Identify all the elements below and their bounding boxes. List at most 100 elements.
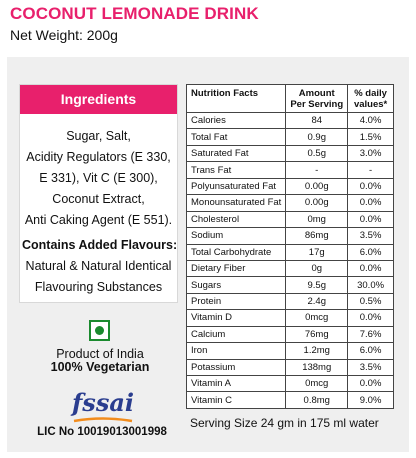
nutrient-name: Calories <box>185 111 287 130</box>
header-amount-line1: Amount <box>298 87 335 99</box>
nutrition-row: Total Fat 0.9g 1.5% <box>185 128 394 146</box>
nutrient-amount: 138mg <box>285 358 349 377</box>
serving-size: Serving Size 24 gm in 175 ml water <box>190 416 379 430</box>
nutrient-daily-value: 0.0% <box>347 309 394 327</box>
nutrient-amount: 17g <box>285 243 349 261</box>
nutrient-name: Vitamin A <box>185 374 287 393</box>
ingredients-box: Ingredients Sugar, Salt, Acidity Regulat… <box>19 84 178 303</box>
nutrient-daily-value: 9.0% <box>347 391 394 409</box>
nutrient-name: Potassium <box>185 358 287 377</box>
veg-symbol-icon <box>89 320 110 341</box>
nutrient-amount: 0mcg <box>285 374 349 393</box>
nutrition-header-row: Nutrition Facts Amount Per Serving % dai… <box>185 84 394 113</box>
nutrient-daily-value: 6.0% <box>347 243 394 261</box>
nutrient-amount: 76mg <box>285 325 349 344</box>
nutrient-name: Vitamin C <box>185 391 287 409</box>
nutrient-name: Total Carbohydrate <box>185 243 287 261</box>
nutrient-daily-value: 30.0% <box>347 276 394 294</box>
fssai-swoosh <box>73 417 133 423</box>
nutrient-daily-value: 0.0% <box>347 259 394 278</box>
nutrient-daily-value: 0.0% <box>347 210 394 229</box>
nutrition-row: Calcium 76mg 7.6% <box>185 325 394 344</box>
nutrient-amount: 0.8mg <box>285 391 349 409</box>
nutrient-name: Dietary Fiber <box>185 259 287 278</box>
ingredient-line: Acidity Regulators (E 330, <box>26 150 171 164</box>
nutrition-table-body: Calories 84 4.0% Total Fat 0.9g 1.5% Saturated… <box>185 111 394 409</box>
nutrition-row: Protein 2.4g 0.5% <box>185 292 394 311</box>
product-of-india: Product of India <box>56 347 144 361</box>
nutrient-name: Vitamin D <box>185 309 287 327</box>
nutrition-row: Calories 84 4.0% <box>185 111 394 130</box>
nutrient-amount: 84 <box>285 111 349 130</box>
nutrient-amount: 9.5g <box>285 276 349 294</box>
nutrient-amount: 0.00g <box>285 194 349 212</box>
nutrition-row: Potassium 138mg 3.5% <box>185 358 394 377</box>
nutrient-amount: 0.00g <box>285 177 349 196</box>
nutrient-amount: - <box>285 161 349 179</box>
nutrient-name: Iron <box>185 342 287 360</box>
nutrient-name: Calcium <box>185 325 287 344</box>
ingredients-body: Sugar, Salt, Acidity Regulators (E 330, … <box>20 114 177 298</box>
flavour-line: Flavouring Substances <box>34 280 163 294</box>
fssai-logo: fssai <box>70 388 134 423</box>
ingredient-line: E 331), Vit C (E 300), <box>39 171 158 185</box>
fssai-logo-text: fssai <box>70 388 134 417</box>
nutrition-row: Trans Fat - - <box>185 161 394 179</box>
flavour-line: Natural & Natural Identical <box>25 259 172 273</box>
nutrition-row: Sugars 9.5g 30.0% <box>185 276 394 294</box>
nutrient-amount: 0mg <box>285 210 349 229</box>
nutrient-daily-value: 3.5% <box>347 227 394 245</box>
nutrition-row: Total Carbohydrate 17g 6.0% <box>185 243 394 261</box>
nutrition-row: Sodium 86mg 3.5% <box>185 227 394 245</box>
nutrient-name: Monounsaturated Fat <box>185 194 287 212</box>
nutrient-daily-value: 0.0% <box>347 177 394 196</box>
nutrition-row: Dietary Fiber 0g 0.0% <box>185 259 394 278</box>
nutrition-row: Monounsaturated Fat 0.00g 0.0% <box>185 194 394 212</box>
nutrition-row: Iron 1.2mg 6.0% <box>185 342 394 360</box>
product-title: COCONUT LEMONADE DRINK <box>10 4 259 23</box>
ingredients-header: Ingredients <box>20 85 177 114</box>
nutrient-daily-value: 7.6% <box>347 325 394 344</box>
nutrient-name: Sodium <box>185 227 287 245</box>
nutrient-amount: 86mg <box>285 227 349 245</box>
nutrient-name: Sugars <box>185 276 287 294</box>
nutrition-row: Vitamin D 0mcg 0.0% <box>185 309 394 327</box>
veg-dot <box>95 326 104 335</box>
ingredient-line: Sugar, Salt, <box>66 129 131 143</box>
license-number: LIC No 10019013001998 <box>37 426 167 438</box>
header-daily-values: % daily values* <box>347 84 394 113</box>
flavours-title: Contains Added Flavours: <box>22 238 178 252</box>
header-nutrition-facts: Nutrition Facts <box>185 84 287 113</box>
nutrition-row: Cholesterol 0mg 0.0% <box>185 210 394 229</box>
nutrition-row: Vitamin A 0mcg 0.0% <box>185 374 394 393</box>
net-weight: Net Weight: 200g <box>10 27 118 43</box>
header-daily-line1: % daily <box>354 87 387 99</box>
nutrient-daily-value: 4.0% <box>347 111 394 130</box>
nutrient-daily-value: 0.0% <box>347 374 394 393</box>
header-amount: Amount Per Serving <box>285 84 349 113</box>
nutrition-row: Polyunsaturated Fat 0.00g 0.0% <box>185 177 394 196</box>
ingredient-line: Coconut Extract, <box>52 192 145 206</box>
vegetarian-label: 100% Vegetarian <box>50 360 150 374</box>
header-amount-line2: Per Serving <box>290 98 344 110</box>
nutrient-name: Cholesterol <box>185 210 287 229</box>
nutrient-name: Polyunsaturated Fat <box>185 177 287 196</box>
nutrient-daily-value: 6.0% <box>347 342 394 360</box>
nutrition-row: Vitamin C 0.8mg 9.0% <box>185 391 394 409</box>
nutrient-amount: 0.9g <box>285 128 349 146</box>
nutrient-name: Protein <box>185 292 287 311</box>
nutrient-daily-value: - <box>347 161 394 179</box>
nutrient-name: Saturated Fat <box>185 144 287 163</box>
nutrient-daily-value: 3.5% <box>347 358 394 377</box>
nutrition-row: Saturated Fat 0.5g 3.0% <box>185 144 394 163</box>
nutrient-amount: 0mcg <box>285 309 349 327</box>
nutrient-daily-value: 0.5% <box>347 292 394 311</box>
nutrient-daily-value: 0.0% <box>347 194 394 212</box>
nutrient-amount: 2.4g <box>285 292 349 311</box>
nutrient-daily-value: 3.0% <box>347 144 394 163</box>
nutrient-name: Total Fat <box>185 128 287 146</box>
nutrient-amount: 1.2mg <box>285 342 349 360</box>
ingredient-line: Anti Caking Agent (E 551). <box>24 213 173 227</box>
nutrient-amount: 0.5g <box>285 144 349 163</box>
header-daily-line2: values* <box>353 98 388 110</box>
